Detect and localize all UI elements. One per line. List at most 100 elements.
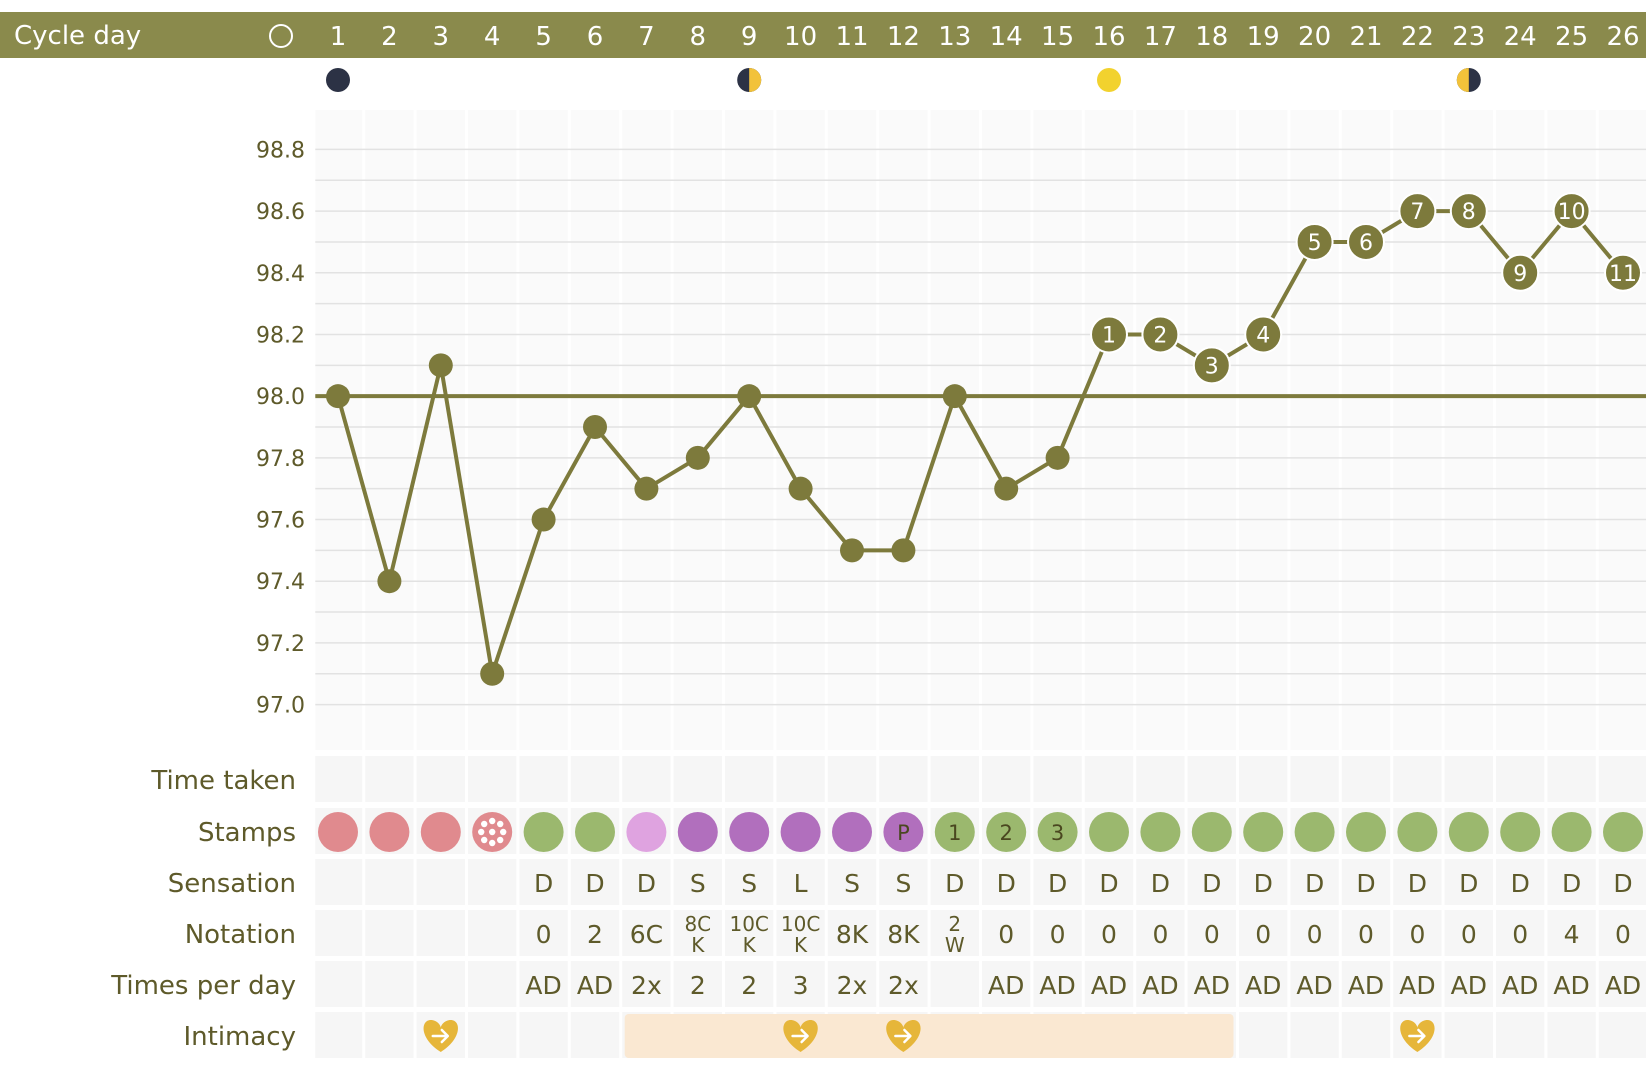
notation-value: 0 xyxy=(1409,920,1425,949)
temperature-point xyxy=(531,507,556,532)
times-per-day-value: 2x xyxy=(888,971,919,1000)
stamp-green xyxy=(523,812,564,852)
times-per-day-value: AD xyxy=(1091,971,1127,1000)
sensation-value: D xyxy=(1613,869,1632,898)
day-number-label: 18 xyxy=(1195,22,1228,52)
notation-value-bottom: W xyxy=(945,933,965,957)
times-per-day-value: 2 xyxy=(690,971,706,1000)
stamp-green xyxy=(1140,812,1181,852)
y-tick-label: 98.8 xyxy=(256,138,305,163)
stamp-label: 3 xyxy=(1051,821,1064,845)
stamp-green xyxy=(934,812,975,852)
notation-value-bottom: K xyxy=(743,933,757,957)
intimacy-heart-icon xyxy=(783,1020,818,1052)
temperature-point xyxy=(583,415,607,439)
arrow-shape xyxy=(1408,1028,1426,1044)
stamp-dot xyxy=(489,839,496,847)
temperature-point xyxy=(840,538,864,563)
day-number-label: 16 xyxy=(1092,22,1125,52)
day-number-label: 2 xyxy=(381,22,398,52)
cycle-day-header: Cycle day xyxy=(0,12,1646,58)
stamp-purple xyxy=(883,812,924,852)
cycle-start-circle-icon xyxy=(269,24,293,48)
notation-value: 0 xyxy=(1255,920,1271,949)
day-number-label: 19 xyxy=(1247,22,1280,52)
notation-value-top: 2 xyxy=(948,912,961,936)
temperature-point xyxy=(480,661,505,686)
times-per-day-value: AD xyxy=(1245,971,1281,1000)
row-label-notation: Notation xyxy=(185,920,296,950)
stamp-dot xyxy=(500,828,507,836)
notation-value-top: 8C xyxy=(684,912,711,936)
temperature-point-label: 8 xyxy=(1462,200,1476,225)
intimacy-heart-icon xyxy=(423,1020,458,1052)
temperature-point xyxy=(1552,192,1591,231)
temperature-point xyxy=(1604,253,1642,292)
temperature-point xyxy=(1244,315,1283,354)
day-number-label: 21 xyxy=(1349,22,1382,52)
row-label-intimacy: Intimacy xyxy=(183,1022,296,1052)
stamp-dot xyxy=(481,820,488,828)
temperature-point xyxy=(1090,315,1128,354)
stamp-purple xyxy=(832,812,872,852)
notation-value: 8K xyxy=(836,920,869,949)
last-quarter-moon-icon xyxy=(1456,68,1481,92)
times-per-day-value: 2 xyxy=(741,971,757,1000)
stamp-green xyxy=(1500,812,1541,852)
stamp-dot xyxy=(489,817,496,825)
day-number-label: 22 xyxy=(1401,22,1434,52)
stamp-green xyxy=(1294,812,1335,852)
day-number-label: 12 xyxy=(887,22,920,52)
notation-value: 0 xyxy=(1615,920,1631,949)
sensation-value: D xyxy=(534,869,553,898)
new-moon-icon xyxy=(326,68,350,92)
sensation-value: S xyxy=(741,869,757,898)
sensation-value: D xyxy=(1048,869,1067,898)
day-number-label: 25 xyxy=(1555,22,1588,52)
y-tick-label: 98.0 xyxy=(256,385,305,410)
times-per-day-value: AD xyxy=(1296,971,1332,1000)
stamp-green xyxy=(1191,812,1232,852)
temperature-point-label: 9 xyxy=(1513,262,1527,287)
arrow-shape xyxy=(431,1028,450,1044)
stamp-dot xyxy=(497,836,504,844)
temperature-point-label: 10 xyxy=(1558,200,1586,225)
temperature-point xyxy=(1449,192,1488,231)
temperature-point-label: 4 xyxy=(1256,323,1270,348)
temperature-point xyxy=(326,384,350,409)
sensation-value: D xyxy=(1562,869,1581,898)
times-per-day-value: 2x xyxy=(837,971,868,1000)
y-tick-label: 97.8 xyxy=(256,447,305,472)
notation-value: 0 xyxy=(1152,920,1168,949)
day-number-label: 5 xyxy=(535,22,552,52)
day-number-label: 24 xyxy=(1504,22,1537,52)
temperature-point xyxy=(1192,346,1231,385)
temperature-point xyxy=(1398,192,1437,231)
y-tick-label: 97.4 xyxy=(256,570,305,595)
stamp-dot xyxy=(497,820,504,828)
arrow-shape xyxy=(791,1028,809,1044)
notation-value-bottom: K xyxy=(691,933,705,957)
row-label-time-taken: Time taken xyxy=(150,766,296,796)
day-number-label: 9 xyxy=(741,22,758,52)
stamp-pink xyxy=(420,812,461,852)
day-number-label: 6 xyxy=(587,22,604,52)
temperature-point xyxy=(428,353,453,378)
sensation-value: D xyxy=(997,869,1016,898)
temperature-point-label: 3 xyxy=(1205,354,1219,379)
intimacy-heart-icon xyxy=(1400,1020,1435,1052)
temperature-point xyxy=(1347,222,1385,261)
times-per-day-value: AD xyxy=(525,971,561,1000)
y-tick-label: 97.6 xyxy=(256,509,305,534)
temperature-point xyxy=(942,384,967,409)
stamp-light-purple xyxy=(626,812,667,852)
notation-value: 0 xyxy=(1358,920,1374,949)
stamp-label: P xyxy=(897,821,910,845)
temperature-point-label: 2 xyxy=(1153,323,1167,348)
times-per-day-value: AD xyxy=(1039,971,1075,1000)
stamp-green xyxy=(986,812,1027,852)
stamp-purple xyxy=(677,812,718,852)
sensation-value: S xyxy=(690,869,706,898)
sensation-value: D xyxy=(1356,869,1375,898)
